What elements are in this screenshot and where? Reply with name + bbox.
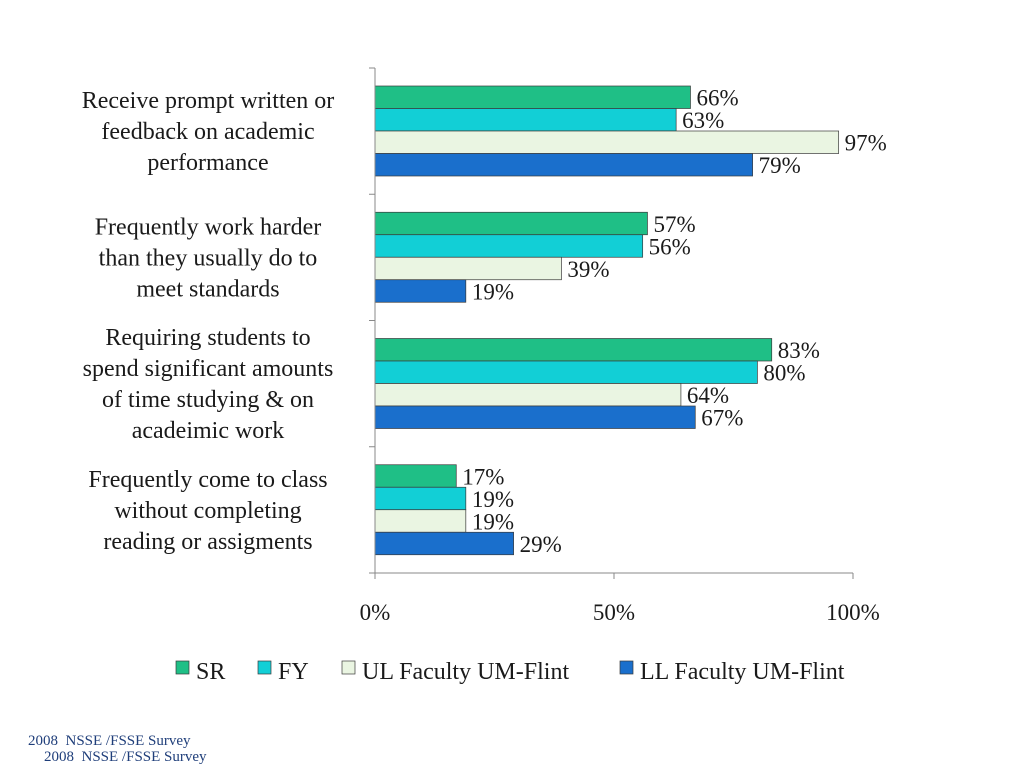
bar: [374, 383, 682, 407]
data-label: 64%: [687, 383, 729, 408]
footer-source-2: 2008 NSSE /FSSE Survey: [44, 749, 207, 765]
bar: [374, 234, 644, 258]
category-label: reading or assigments: [103, 529, 312, 555]
category-label: than they usually do to: [99, 245, 318, 271]
bar: [374, 211, 648, 236]
category-labels: Receive prompt written or feedback on aca…: [82, 88, 335, 555]
legend-label: SR: [196, 659, 225, 685]
data-labels: 66%63%97%79%57%56%39%19%83%80%64%67%17%1…: [462, 86, 887, 557]
category-label: of time studying & on: [102, 387, 314, 413]
data-label: 79%: [759, 153, 801, 178]
data-label: 67%: [701, 406, 743, 431]
data-label: 17%: [462, 464, 504, 489]
bar: [374, 486, 467, 511]
data-label: 19%: [472, 509, 514, 534]
legend-label: UL Faculty UM-Flint: [362, 659, 569, 685]
bar: [374, 360, 758, 384]
footer-source-1: 2008 NSSE /FSSE Survey: [28, 733, 191, 749]
category-label: meet standards: [136, 276, 279, 302]
legend-swatch: [341, 660, 356, 675]
x-tick-label: 100%: [826, 600, 880, 625]
data-label: 80%: [763, 361, 805, 386]
legend-swatch: [175, 660, 190, 675]
bar: [374, 153, 753, 177]
bar: [374, 279, 467, 303]
bar: [374, 405, 696, 429]
category-label: Requiring students to: [105, 325, 310, 351]
legend: SR FY UL Faculty UM-Flint LL Faculty UM-Fli…: [175, 659, 845, 685]
category-label: feedback on academic: [101, 119, 314, 145]
bar: [374, 108, 677, 132]
x-tick-label: 50%: [593, 600, 635, 625]
category-label: acadeimic work: [132, 418, 285, 444]
bar: [374, 464, 457, 488]
category-label: Receive prompt written or: [82, 88, 335, 114]
bar: [374, 130, 840, 154]
category-label: Frequently work harder: [95, 214, 322, 240]
legend-label: FY: [278, 659, 309, 685]
x-tick-label: 0%: [360, 600, 391, 625]
axes: 0% 50% 100%: [360, 67, 880, 625]
bars: [374, 85, 840, 556]
legend-swatch: [257, 660, 272, 675]
data-label: 63%: [682, 108, 724, 133]
legend-swatch: [619, 660, 634, 675]
bar: [374, 338, 773, 362]
data-label: 56%: [649, 234, 691, 259]
data-label: 19%: [472, 279, 514, 304]
bar: [374, 85, 691, 109]
data-label: 29%: [520, 532, 562, 557]
data-label: 39%: [567, 257, 609, 282]
category-label: performance: [147, 150, 268, 176]
category-label: Frequently come to class: [88, 467, 327, 493]
bar: [374, 531, 514, 556]
data-label: 66%: [696, 86, 738, 111]
data-label: 83%: [778, 338, 820, 363]
bar: [374, 509, 467, 533]
bar: [374, 256, 562, 281]
category-label: spend significant amounts: [83, 356, 334, 382]
data-label: 19%: [472, 487, 514, 512]
legend-label: LL Faculty UM-Flint: [640, 659, 845, 685]
data-label: 97%: [845, 131, 887, 156]
category-label: without completing: [114, 498, 301, 524]
data-label: 57%: [653, 212, 695, 237]
